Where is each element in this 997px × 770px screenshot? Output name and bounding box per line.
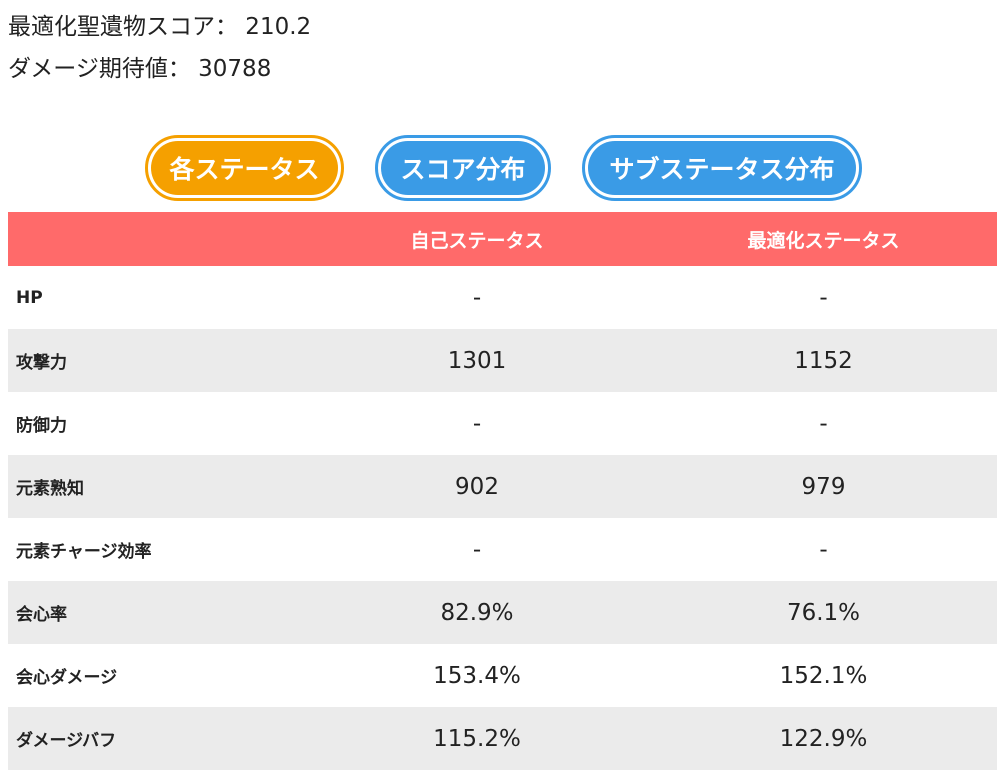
own-value: 82.9%: [440, 599, 514, 626]
table-row: HP - -: [8, 266, 997, 329]
own-value: -: [472, 536, 482, 563]
own-value: -: [472, 284, 482, 311]
table-row: 元素チャージ効率 - -: [8, 518, 997, 581]
optimized-value: 76.1%: [786, 599, 861, 626]
row-label: 防御力: [16, 416, 67, 436]
table-row: 会心ダメージ 153.4% 152.1%: [8, 644, 997, 707]
tab-substatus-distribution[interactable]: サブステータス分布: [582, 135, 862, 201]
table-row: ダメージバフ 115.2% 122.9%: [8, 707, 997, 770]
optimized-value: -: [819, 536, 828, 563]
optimized-value: 979: [801, 473, 846, 500]
optimized-value: 122.9%: [779, 725, 868, 752]
own-value: 1301: [447, 347, 507, 374]
optimized-value: -: [819, 284, 828, 311]
row-label: ダメージバフ: [16, 731, 117, 751]
tab-score-distribution[interactable]: スコア分布: [375, 135, 551, 201]
optimized-value: -: [819, 410, 828, 437]
tab-score-distribution-label: スコア分布: [381, 141, 545, 195]
row-label: 会心ダメージ: [16, 668, 118, 688]
table-row: 元素熟知 902 979: [8, 455, 997, 518]
row-label: 元素チャージ効率: [16, 542, 152, 562]
header-empty: [8, 212, 304, 266]
row-label: 会心率: [16, 605, 67, 625]
own-value: 115.2%: [433, 725, 521, 752]
row-label: 元素熟知: [16, 479, 84, 499]
tab-substatus-distribution-label: サブステータス分布: [588, 141, 856, 195]
table-row: 防御力 - -: [8, 392, 997, 455]
row-label: HP: [16, 287, 43, 308]
table-row: 会心率 82.9% 76.1%: [8, 581, 997, 644]
header-own-status: 自己ステータス: [410, 229, 544, 252]
optimized-value: 152.1%: [779, 662, 868, 689]
tab-each-status-label: 各ステータス: [151, 141, 338, 195]
table-header: 自己ステータス 最適化ステータス: [8, 212, 997, 266]
summary-panel: 最適化聖遺物スコア： 210.2 ダメージ期待値： 30788: [8, 6, 311, 90]
own-value: 902: [455, 473, 499, 500]
optimized-value: 1152: [794, 347, 853, 374]
own-value: -: [472, 410, 482, 437]
row-label: 攻撃力: [16, 353, 67, 373]
header-optimized-status: 最適化ステータス: [747, 229, 900, 252]
own-value: 153.4%: [433, 662, 521, 689]
artifact-score-text: 最適化聖遺物スコア： 210.2: [8, 14, 312, 40]
expected-damage-text: ダメージ期待値： 30788: [8, 56, 272, 82]
table-row: 攻撃力 1301 1152: [8, 329, 997, 392]
status-table: 自己ステータス 最適化ステータス HP - - 攻撃力 1301 1152 防御…: [8, 212, 997, 770]
tab-each-status[interactable]: 各ステータス: [145, 135, 344, 201]
tab-bar: 各ステータス スコア分布 サブステータス分布: [0, 135, 997, 201]
